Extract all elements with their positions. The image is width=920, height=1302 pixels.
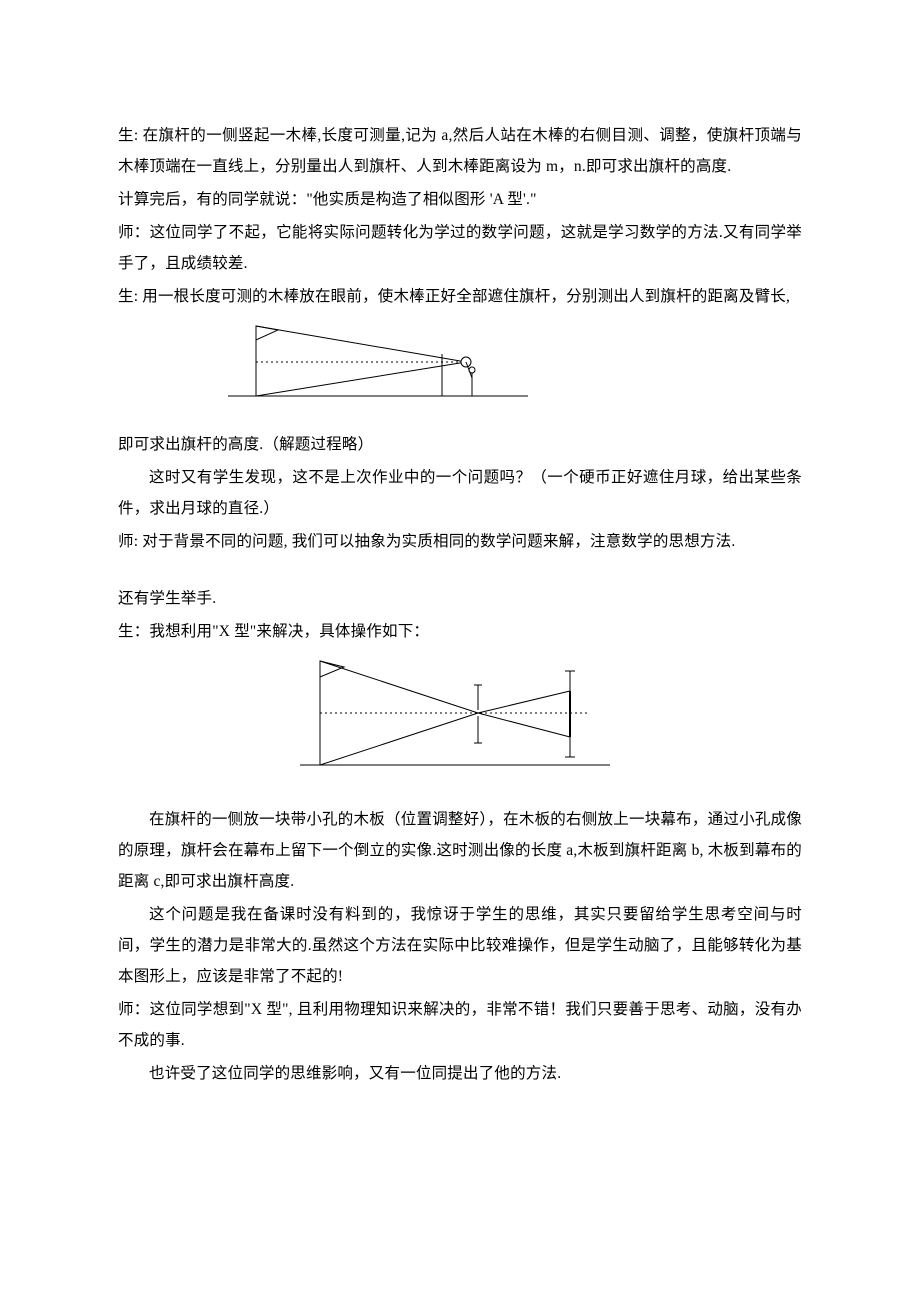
figure-1-stick-sight xyxy=(118,318,802,419)
para-student-x-type-intro: 生：我想利用"X 型"来解决，具体操作如下： xyxy=(118,616,802,647)
para-teacher-praise-1: 师：这位同学了不起，它能将实际问题转化为学过的数学问题，这就是学习数学的方法.又… xyxy=(118,217,802,279)
para-pinhole-explain: 在旗杆的一侧放一块带小孔的木板（位置调整好），在木板的右侧放上一块幕布，通过小孔… xyxy=(118,804,802,897)
para-another-student: 也许受了这位同学的思维影响，又有一位同提出了他的方法. xyxy=(118,1058,802,1089)
document-page: 生: 在旗杆的一侧竖起一木棒,长度可测量,记为 a,然后人站在木棒的右侧目测、调… xyxy=(0,0,920,1302)
para-student-stick-method: 生: 用一根长度可测的木棒放在眼前，使木棒正好全部遮住旗杆，分别测出人到旗杆的距… xyxy=(118,281,802,312)
figure-1-svg xyxy=(228,318,528,408)
figure-2-pinhole xyxy=(118,653,802,794)
blank-spacer xyxy=(118,559,802,583)
para-student-method-a: 生: 在旗杆的一侧竖起一木棒,长度可测量,记为 a,然后人站在木棒的右侧目测、调… xyxy=(118,120,802,182)
para-teacher-abstract: 师: 对于背景不同的问题, 我们可以抽象为实质相同的数学问题来解，注意数学的思想… xyxy=(118,526,802,557)
para-teacher-praise-2: 师：这位同学想到"X 型", 且利用物理知识来解决的，非常不错！我们只要善于思考… xyxy=(118,994,802,1056)
para-solution-omitted: 即可求出旗杆的高度.（解题过程略） xyxy=(118,429,802,460)
para-more-hands: 还有学生举手. xyxy=(118,583,802,614)
para-comment-a-type: 计算完后，有的同学就说："他实质是构造了相似图形 'A 型'." xyxy=(118,184,802,215)
para-coin-moon: 这时又有学生发现，这不是上次作业中的一个问题吗？（一个硬币正好遮住月球，给出某些… xyxy=(118,462,802,524)
para-teacher-reflection: 这个问题是我在备课时没有料到的，我惊讶于学生的思维，其实只要留给学生思考空间与时… xyxy=(118,899,802,992)
figure-2-svg xyxy=(290,653,630,783)
